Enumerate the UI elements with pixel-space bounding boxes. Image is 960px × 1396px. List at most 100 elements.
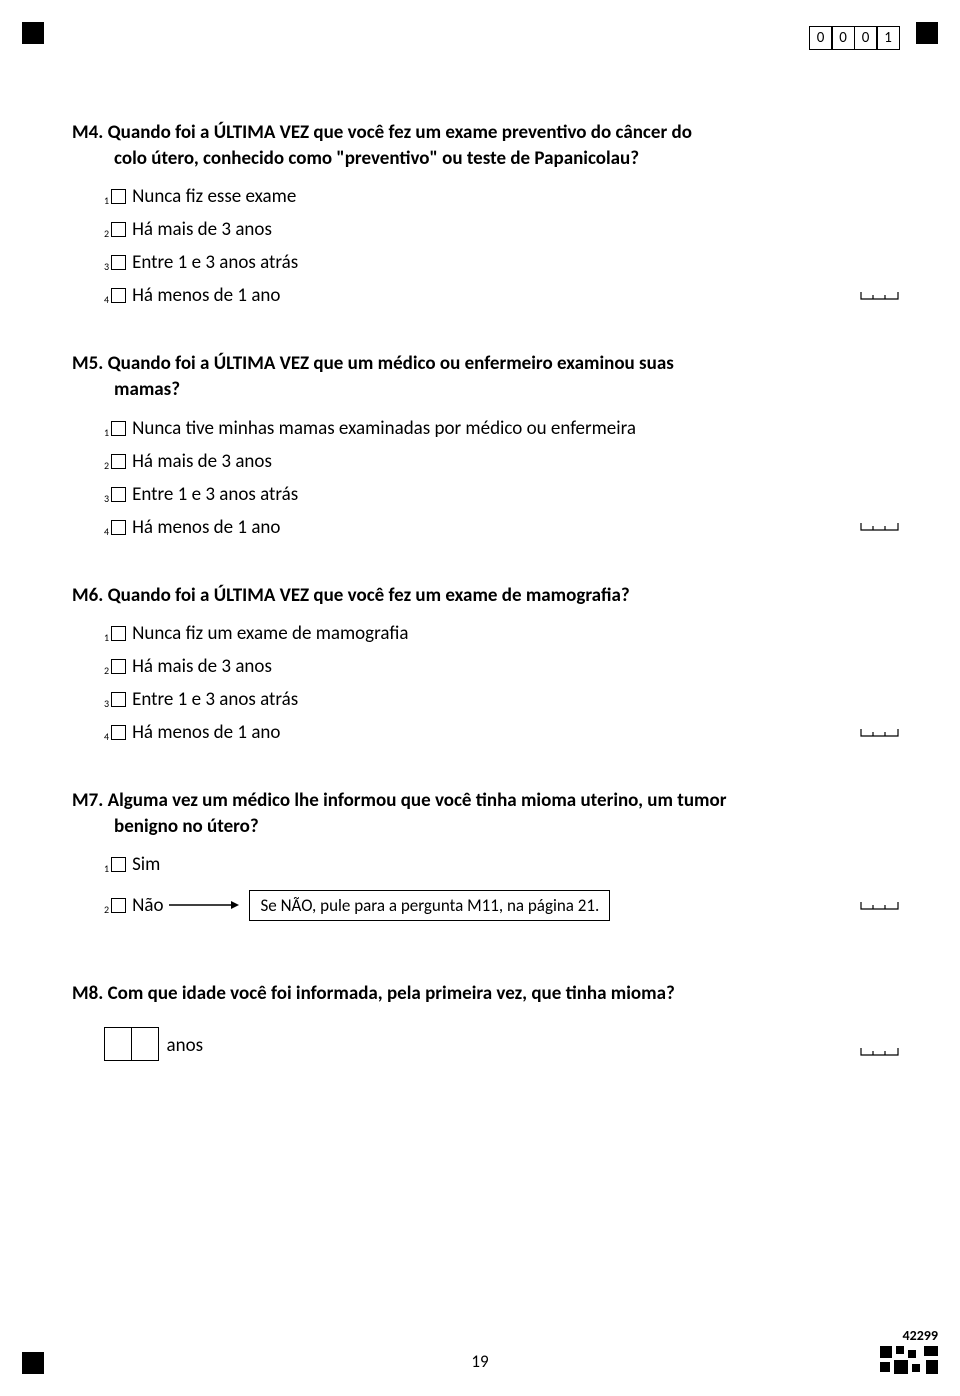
options-m4: 1 Nunca fiz esse exame 2 Há mais de 3 an… [72, 185, 888, 307]
option-label: Entre 1 e 3 anos atrás [132, 688, 298, 711]
question-line2: colo útero, conhecido como "preventivo" … [72, 146, 888, 172]
option[interactable]: 1 Nunca tive minhas mamas examinadas por… [104, 417, 888, 440]
question-m4: M4. Quando foi a ÚLTIMA VEZ que você fez… [72, 120, 888, 307]
option-label: Há menos de 1 ano [132, 721, 280, 744]
checkbox-icon[interactable] [111, 222, 126, 237]
page-number: 19 [0, 1351, 960, 1372]
checkbox-icon[interactable] [111, 189, 126, 204]
option[interactable]: 2 Há mais de 3 anos [104, 655, 888, 678]
options-m7: 1 Sim 2 Não Se NÃO, pule para a pergunta… [72, 853, 888, 921]
document-id: 42299 [880, 1327, 938, 1344]
id-cell: 0 [831, 26, 855, 50]
checkbox-icon[interactable] [111, 421, 126, 436]
question-num: M6. [72, 584, 103, 607]
option[interactable]: 1 Nunca fiz um exame de mamografia [104, 622, 888, 645]
age-input-boxes[interactable] [104, 1027, 159, 1061]
option-num: 1 [104, 631, 109, 644]
age-unit-label: anos [167, 1034, 204, 1057]
question-num: M8. [72, 982, 103, 1005]
option-label: Há mais de 3 anos [132, 450, 272, 473]
option[interactable]: 4 Há menos de 1 ano [104, 721, 888, 744]
checkbox-icon[interactable] [111, 487, 126, 502]
option-label: Nunca fiz esse exame [132, 185, 296, 208]
question-m7: M7. Alguma vez um médico lhe informou qu… [72, 788, 888, 921]
option[interactable]: 2 Há mais de 3 anos [104, 218, 888, 241]
question-text: M4. Quando foi a ÚLTIMA VEZ que você fez… [72, 120, 888, 171]
option[interactable]: 4 Há menos de 1 ano [104, 284, 888, 307]
checkbox-icon[interactable] [111, 857, 126, 872]
question-num: M7. [72, 789, 103, 812]
option-num: 3 [104, 492, 109, 505]
checkbox-icon[interactable] [111, 626, 126, 641]
option-num: 4 [104, 525, 109, 538]
question-line2: benigno no útero? [72, 814, 888, 840]
question-text: M8. Com que idade você foi informada, pe… [72, 981, 888, 1007]
checkbox-icon[interactable] [111, 520, 126, 535]
option-label: Há menos de 1 ano [132, 516, 280, 539]
checkbox-icon[interactable] [111, 288, 126, 303]
option-label: Entre 1 e 3 anos atrás [132, 251, 298, 274]
form-id-boxes: 0 0 0 1 [809, 26, 901, 50]
option-num: 2 [104, 227, 109, 240]
id-cell: 0 [809, 26, 833, 50]
question-num: M5. [72, 352, 103, 375]
option-label: Há mais de 3 anos [132, 655, 272, 678]
option-num: 1 [104, 194, 109, 207]
question-line2: mamas? [72, 377, 888, 403]
code-mark-icon [860, 901, 900, 911]
option-num: 4 [104, 730, 109, 743]
option[interactable]: 3 Entre 1 e 3 anos atrás [104, 688, 888, 711]
checkbox-icon[interactable] [111, 255, 126, 270]
options-m5: 1 Nunca tive minhas mamas examinadas por… [72, 417, 888, 539]
option[interactable]: 2 Há mais de 3 anos [104, 450, 888, 473]
option[interactable]: 2 Não Se NÃO, pule para a pergunta M11, … [104, 890, 888, 921]
option-num: 1 [104, 426, 109, 439]
question-text: M5. Quando foi a ÚLTIMA VEZ que um médic… [72, 351, 888, 402]
arrow-right-icon [169, 894, 239, 917]
scan-mark-icon [880, 1346, 938, 1374]
digit-box[interactable] [104, 1027, 132, 1061]
option-num: 2 [104, 459, 109, 472]
option-label: Sim [132, 853, 160, 876]
option[interactable]: 4 Há menos de 1 ano [104, 516, 888, 539]
option-num: 3 [104, 697, 109, 710]
option[interactable]: 3 Entre 1 e 3 anos atrás [104, 483, 888, 506]
question-line1: Quando foi a ÚLTIMA VEZ que você fez um … [108, 121, 692, 144]
option-num: 2 [104, 664, 109, 677]
footer-mark: 42299 [880, 1327, 938, 1374]
code-mark-icon [860, 522, 900, 532]
corner-mark-tr [916, 22, 938, 44]
option-label: Não [132, 894, 163, 917]
option[interactable]: 1 Sim [104, 853, 888, 876]
question-num: M4. [72, 121, 103, 144]
question-m8: M8. Com que idade você foi informada, pe… [72, 981, 888, 1061]
option-label: Há mais de 3 anos [132, 218, 272, 241]
option-label: Há menos de 1 ano [132, 284, 280, 307]
option-label: Entre 1 e 3 anos atrás [132, 483, 298, 506]
checkbox-icon[interactable] [111, 725, 126, 740]
checkbox-icon[interactable] [111, 454, 126, 469]
digit-box[interactable] [131, 1027, 159, 1061]
option-num: 1 [104, 862, 109, 875]
option[interactable]: 3 Entre 1 e 3 anos atrás [104, 251, 888, 274]
checkbox-icon[interactable] [111, 692, 126, 707]
question-text: M6. Quando foi a ÚLTIMA VEZ que você fez… [72, 583, 888, 609]
age-input-row: anos [72, 1027, 888, 1061]
option-num: 2 [104, 903, 109, 916]
page-content: M4. Quando foi a ÚLTIMA VEZ que você fez… [72, 120, 888, 1105]
options-m6: 1 Nunca fiz um exame de mamografia 2 Há … [72, 622, 888, 744]
code-mark-icon [860, 1047, 900, 1057]
option-num: 3 [104, 260, 109, 273]
code-mark-icon [860, 728, 900, 738]
question-m6: M6. Quando foi a ÚLTIMA VEZ que você fez… [72, 583, 888, 745]
question-line1: Com que idade você foi informada, pela p… [108, 982, 675, 1005]
id-cell: 0 [854, 26, 878, 50]
question-text: M7. Alguma vez um médico lhe informou qu… [72, 788, 888, 839]
option[interactable]: 1 Nunca fiz esse exame [104, 185, 888, 208]
id-cell: 1 [876, 26, 900, 50]
checkbox-icon[interactable] [111, 898, 126, 913]
question-line1: Quando foi a ÚLTIMA VEZ que um médico ou… [108, 352, 674, 375]
option-label: Nunca fiz um exame de mamografia [132, 622, 408, 645]
code-mark-icon [860, 291, 900, 301]
checkbox-icon[interactable] [111, 659, 126, 674]
